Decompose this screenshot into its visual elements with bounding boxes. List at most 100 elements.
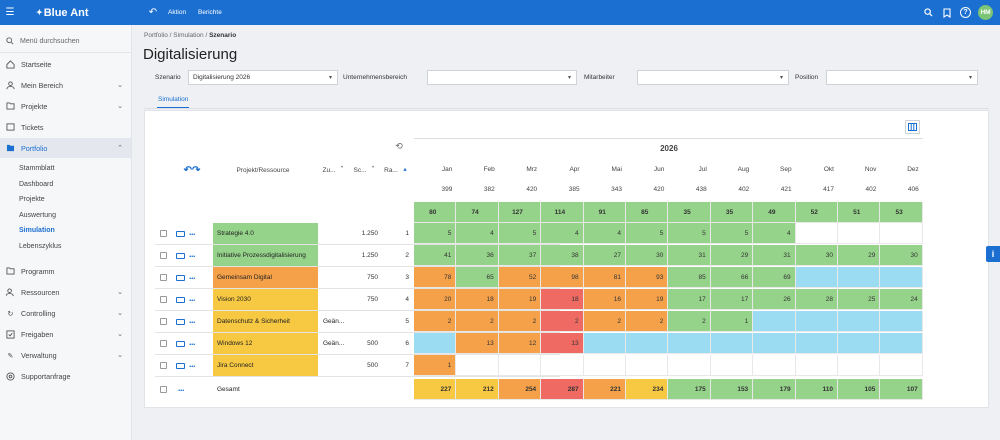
menu-search[interactable]: Menü durchsuchen xyxy=(0,31,132,53)
row-action-icon[interactable] xyxy=(176,341,185,347)
month-cell[interactable] xyxy=(838,355,881,376)
total-checkbox[interactable] xyxy=(160,386,167,393)
month-cell[interactable] xyxy=(753,333,796,354)
sidebar-item-verwaltung[interactable]: ✎ Verwaltung ⌄ xyxy=(0,345,131,365)
search-icon[interactable] xyxy=(923,7,934,18)
month-cell[interactable]: 98 xyxy=(541,267,584,288)
month-cell[interactable]: 29 xyxy=(710,245,754,266)
reports-menu[interactable]: Berichte xyxy=(198,9,222,16)
month-cell[interactable]: 37 xyxy=(498,245,542,266)
month-cell[interactable]: 93 xyxy=(626,267,669,288)
month-cell[interactable]: 52 xyxy=(498,267,542,288)
total-more-icon[interactable]: ... xyxy=(178,383,185,393)
month-cell[interactable]: 36 xyxy=(456,245,499,266)
col-header-sc[interactable]: Sc... xyxy=(353,167,367,174)
sidebar-item-mein-bereich[interactable]: Mein Bereich ⌄ xyxy=(0,75,131,95)
month-cell[interactable]: 16 xyxy=(583,289,626,310)
month-cell[interactable]: 28 xyxy=(795,289,838,310)
columns-icon[interactable] xyxy=(905,120,920,134)
breadcrumb-portfolio[interactable]: Portfolio xyxy=(144,32,168,39)
month-cell[interactable] xyxy=(880,311,923,332)
position-select[interactable]: ▾ xyxy=(826,70,978,85)
month-cell[interactable]: 66 xyxy=(710,267,754,288)
row-checkbox[interactable] xyxy=(160,362,167,369)
month-cell[interactable] xyxy=(795,267,838,288)
row-checkbox[interactable] xyxy=(160,318,167,325)
sidebar-subitem-lebenszyklus[interactable]: Lebenszyklus xyxy=(19,242,62,250)
info-icon[interactable]: i xyxy=(986,246,1000,262)
sidebar-item-startseite[interactable]: Startseite xyxy=(0,54,131,74)
project-name[interactable]: Datenschutz & Sicherheit xyxy=(213,311,318,332)
month-cell[interactable]: 1 xyxy=(414,355,457,376)
month-cell[interactable]: 81 xyxy=(583,267,626,288)
month-cell[interactable] xyxy=(583,333,626,354)
month-cell[interactable]: 2 xyxy=(668,311,711,332)
month-cell[interactable]: 2 xyxy=(626,311,669,332)
month-cell[interactable]: 19 xyxy=(626,289,669,310)
month-cell[interactable]: 17 xyxy=(668,289,711,310)
project-name[interactable]: Jira Connect xyxy=(213,355,318,376)
month-cell[interactable] xyxy=(880,333,923,354)
month-cell[interactable] xyxy=(838,333,881,354)
row-action-icon[interactable] xyxy=(176,275,185,281)
sidebar-item-portfolio[interactable]: Portfolio ⌃ xyxy=(0,138,131,158)
month-cell[interactable] xyxy=(753,355,796,376)
month-cell[interactable] xyxy=(498,355,542,376)
month-cell[interactable]: 4 xyxy=(541,223,584,244)
sidebar-subitem-projekte[interactable]: Projekte xyxy=(19,195,45,203)
month-cell[interactable] xyxy=(880,355,923,376)
sidebar-subitem-auswertung[interactable]: Auswertung xyxy=(19,211,56,219)
row-more-icon[interactable]: ... xyxy=(189,249,196,259)
undo-redo-icon[interactable]: ↶↷ xyxy=(183,165,201,176)
row-checkbox[interactable] xyxy=(160,274,167,281)
scenario-select[interactable]: Digitalisierung 2026 ▾ xyxy=(188,70,338,85)
month-cell[interactable]: 12 xyxy=(498,333,542,354)
month-cell[interactable]: 31 xyxy=(753,245,796,266)
month-cell[interactable] xyxy=(838,223,881,244)
col-header-ra[interactable]: Ra... xyxy=(384,167,398,174)
month-cell[interactable]: 20 xyxy=(414,289,457,310)
row-action-icon[interactable] xyxy=(176,297,185,303)
row-more-icon[interactable]: ... xyxy=(189,271,196,281)
help-icon[interactable]: ? xyxy=(960,7,971,18)
row-checkbox[interactable] xyxy=(160,252,167,259)
month-cell[interactable] xyxy=(626,333,669,354)
month-cell[interactable]: 17 xyxy=(710,289,754,310)
month-cell[interactable]: 2 xyxy=(583,311,626,332)
month-cell[interactable]: 2 xyxy=(498,311,542,332)
sidebar-item-ressourcen[interactable]: Ressourcen ⌄ xyxy=(0,282,131,302)
row-more-icon[interactable]: ... xyxy=(189,293,196,303)
sidebar-subitem-simulation[interactable]: Simulation xyxy=(19,226,55,234)
month-cell[interactable] xyxy=(753,311,796,332)
month-cell[interactable]: 31 xyxy=(668,245,711,266)
month-cell[interactable] xyxy=(795,223,838,244)
month-cell[interactable] xyxy=(795,333,838,354)
sync-icon[interactable]: ⟲ xyxy=(395,141,403,151)
month-cell[interactable]: 27 xyxy=(583,245,626,266)
avatar[interactable]: HM xyxy=(978,5,993,20)
month-cell[interactable]: 30 xyxy=(626,245,669,266)
month-cell[interactable]: 5 xyxy=(414,223,457,244)
month-cell[interactable] xyxy=(710,333,754,354)
sort-icon[interactable]: • xyxy=(340,164,344,171)
month-cell[interactable] xyxy=(583,355,626,376)
row-checkbox[interactable] xyxy=(160,340,167,347)
month-cell[interactable]: 19 xyxy=(498,289,542,310)
month-cell[interactable]: 5 xyxy=(498,223,542,244)
row-more-icon[interactable]: ... xyxy=(189,359,196,369)
month-cell[interactable] xyxy=(838,311,881,332)
row-checkbox[interactable] xyxy=(160,296,167,303)
sidebar-item-controlling[interactable]: ↻ Controlling ⌄ xyxy=(0,303,131,323)
project-name[interactable]: Gemeinsam Digital xyxy=(213,267,318,288)
month-cell[interactable]: 69 xyxy=(753,267,796,288)
month-cell[interactable]: 13 xyxy=(456,333,499,354)
month-cell[interactable] xyxy=(838,267,881,288)
month-cell[interactable]: 4 xyxy=(753,223,796,244)
breadcrumb-simulation[interactable]: Simulation xyxy=(173,32,204,39)
project-name[interactable]: Initiative Prozessdigitalisierung xyxy=(213,245,318,266)
month-cell[interactable]: 13 xyxy=(541,333,584,354)
month-cell[interactable]: 30 xyxy=(795,245,838,266)
month-cell[interactable] xyxy=(795,311,838,332)
sidebar-item-projekte[interactable]: Projekte ⌄ xyxy=(0,96,131,116)
month-cell[interactable]: 5 xyxy=(710,223,754,244)
